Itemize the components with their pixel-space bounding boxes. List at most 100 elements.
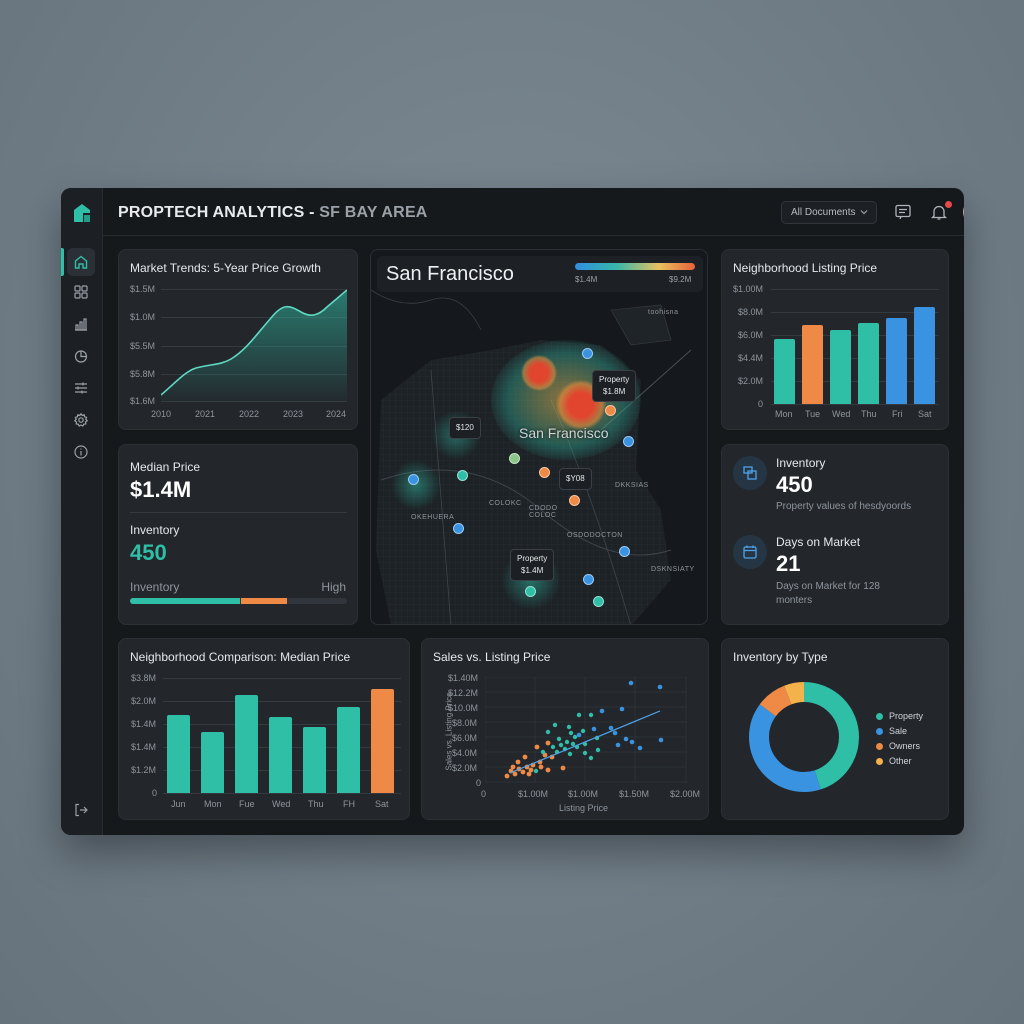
- x-tick: $2.00M: [670, 789, 701, 799]
- days-on-market-desc: Days on Market for 128 monters: [776, 581, 880, 606]
- bar[interactable]: [914, 307, 935, 404]
- inventory-progress-bar: [130, 598, 347, 604]
- y-tick: $6.0M: [452, 733, 478, 743]
- map-pin[interactable]: [539, 467, 550, 478]
- bar[interactable]: [371, 689, 394, 793]
- gridline: [161, 317, 347, 318]
- y-tick: $2.0M: [452, 763, 478, 773]
- inventory-desc: Property values of hesdyoords: [776, 501, 912, 512]
- days-on-market-value: 21: [776, 551, 801, 576]
- inventory-value: 450: [776, 472, 813, 497]
- y-tick: $8.0M: [738, 307, 764, 317]
- map-pin[interactable]: [453, 523, 464, 534]
- logo-icon[interactable]: [71, 202, 93, 224]
- sidebar-item-info[interactable]: [67, 438, 95, 466]
- map-pin[interactable]: [569, 495, 580, 506]
- documents-dropdown[interactable]: All Documents: [781, 201, 877, 224]
- price-legend-gradient: [575, 263, 695, 270]
- map-pin[interactable]: [605, 405, 616, 416]
- sidebar-item-filters[interactable]: [67, 374, 95, 402]
- map-area-label: COLOKC: [489, 500, 522, 507]
- map-header: San Francisco $1.4M $9.2M: [377, 256, 703, 292]
- bar[interactable]: [774, 339, 795, 404]
- bell-icon[interactable]: [930, 203, 948, 221]
- listing-price-card: Neighborhood Listing Price $1.00M $8.0M …: [721, 249, 949, 430]
- active-indicator: [61, 248, 64, 276]
- header: PROPTECH ANALYTICS - SF BAY AREA All Doc…: [103, 188, 964, 236]
- map-pin[interactable]: [619, 546, 630, 557]
- logout-button[interactable]: [67, 796, 95, 824]
- map-tooltip: Property $1.8M: [592, 370, 637, 402]
- bar[interactable]: [269, 717, 292, 793]
- y-tick: 0: [152, 788, 158, 798]
- x-tick: 2021: [195, 409, 216, 419]
- legend-item-owners: Owners: [876, 741, 920, 751]
- inventory-icon-wrap: [733, 456, 767, 490]
- listing-price-title: Neighborhood Listing Price: [733, 261, 878, 275]
- map-pin[interactable]: [525, 586, 536, 597]
- divider: [130, 512, 347, 513]
- calendar-icon: [743, 545, 757, 559]
- comparison-title: Neighborhood Comparison: Median Price: [130, 650, 351, 664]
- inventory-bar-label: Inventory: [130, 580, 180, 594]
- inventory-label: Inventory: [130, 523, 180, 537]
- x-tick: 2024: [326, 409, 347, 419]
- y-tick: $1.00M: [733, 284, 764, 294]
- x-tick: Thu: [308, 799, 324, 809]
- inventory-value: 450: [130, 540, 167, 565]
- sidebar-item-analytics[interactable]: [67, 310, 95, 338]
- page-title: PROPTECH ANALYTICS - SF BAY AREA: [118, 204, 428, 222]
- x-tick: Mon: [204, 799, 222, 809]
- bar[interactable]: [886, 318, 907, 404]
- y-tick: $2.0M: [131, 696, 157, 706]
- bar[interactable]: [303, 727, 326, 793]
- sidebar-item-settings[interactable]: [67, 406, 95, 434]
- map-pin[interactable]: [509, 453, 520, 464]
- map-area-label: OSDODOCTON: [567, 532, 623, 539]
- x-tick: 2010: [151, 409, 172, 419]
- sidebar-item-home[interactable]: [67, 248, 95, 276]
- bar[interactable]: [830, 330, 851, 404]
- bar[interactable]: [201, 732, 224, 793]
- map-pin[interactable]: [408, 474, 419, 485]
- map-tooltip: $120: [449, 417, 481, 439]
- bar[interactable]: [337, 707, 360, 793]
- chat-icon[interactable]: [894, 203, 912, 221]
- legend-item-other: Other: [876, 756, 912, 766]
- inventory-type-card: Inventory by Type Property Sale Owners O…: [721, 638, 949, 820]
- donut-chart[interactable]: [748, 681, 860, 793]
- sidebar-item-reports[interactable]: [67, 342, 95, 370]
- home-icon: [74, 255, 88, 269]
- y-tick: $6.0M: [738, 330, 764, 340]
- map-pin[interactable]: [583, 574, 594, 585]
- gridline: [161, 289, 347, 290]
- bar[interactable]: [167, 715, 190, 793]
- heatmap-map[interactable]: San Francisco $1.4M $9.2M San Francisco …: [370, 249, 708, 625]
- sliders-icon: [75, 382, 87, 394]
- app-window: PROPTECH ANALYTICS - SF BAY AREA All Doc…: [61, 188, 964, 835]
- days-on-market-label: Days on Market: [776, 535, 861, 549]
- x-tick: $1.50M: [619, 789, 650, 799]
- x-tick: Thu: [861, 409, 877, 419]
- user-avatar[interactable]: [963, 199, 964, 225]
- inventory-label: Inventory: [776, 456, 826, 470]
- y-tick: $1.4M: [131, 742, 157, 752]
- y-tick: $2.0M: [738, 376, 764, 386]
- map-pin[interactable]: [623, 436, 634, 447]
- bar[interactable]: [858, 323, 879, 404]
- x-tick: $1.00M: [518, 789, 549, 799]
- map-pin[interactable]: [593, 596, 604, 607]
- map-tooltip: $Y08: [559, 468, 592, 490]
- market-trends-title: Market Trends: 5-Year Price Growth: [130, 261, 321, 275]
- y-tick: $5.8M: [130, 369, 156, 379]
- map-pin[interactable]: [582, 348, 593, 359]
- map-pin[interactable]: [457, 470, 468, 481]
- bar[interactable]: [235, 695, 258, 793]
- calendar-icon-wrap: [733, 535, 767, 569]
- sidebar-item-dashboard[interactable]: [67, 278, 95, 306]
- map-area-label: DSKNSIATY: [651, 566, 695, 573]
- chevron-down-icon: [860, 210, 868, 215]
- x-tick: Wed: [272, 799, 291, 809]
- y-tick: $12.2M: [448, 688, 479, 698]
- bar[interactable]: [802, 325, 823, 404]
